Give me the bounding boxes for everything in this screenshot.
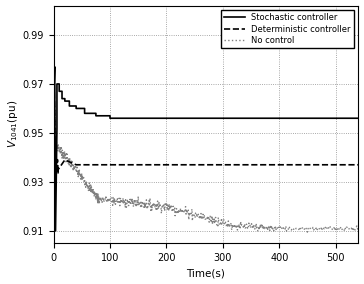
- Stochastic controller: [356, 116, 361, 120]
- Deterministic controller: [56, 172, 60, 176]
- Stochastic controller: [153, 116, 157, 120]
- Stochastic controller: [82, 112, 87, 115]
- Stochastic controller: [94, 114, 98, 118]
- Stochastic controller: [52, 65, 57, 68]
- Deterministic controller: [51, 82, 56, 86]
- Stochastic controller: [60, 89, 64, 93]
- Deterministic controller: [62, 160, 66, 163]
- Y-axis label: $V_{1041}$(pu): $V_{1041}$(pu): [5, 100, 20, 149]
- No control: [356, 228, 361, 232]
- No control: [88, 184, 92, 187]
- No control: [305, 230, 309, 234]
- No control: [319, 225, 323, 229]
- Stochastic controller: [108, 116, 112, 120]
- Stochastic controller: [52, 65, 57, 68]
- X-axis label: Time(s): Time(s): [187, 268, 225, 278]
- Stochastic controller: [130, 116, 135, 120]
- Stochastic controller: [63, 99, 67, 103]
- Stochastic controller: [67, 99, 72, 103]
- Stochastic controller: [130, 116, 135, 120]
- Stochastic controller: [153, 116, 157, 120]
- Stochastic controller: [108, 114, 112, 118]
- Stochastic controller: [74, 107, 78, 110]
- Stochastic controller: [52, 82, 56, 86]
- Stochastic controller: [153, 116, 157, 120]
- Stochastic controller: [82, 112, 87, 115]
- No control: [92, 190, 96, 193]
- Stochastic controller: [51, 82, 56, 86]
- Stochastic controller: [60, 97, 64, 100]
- Stochastic controller: [60, 89, 64, 93]
- Stochastic controller: [130, 116, 135, 120]
- Stochastic controller: [57, 82, 62, 86]
- Stochastic controller: [82, 107, 87, 110]
- Stochastic controller: [63, 99, 67, 103]
- Stochastic controller: [94, 114, 98, 118]
- Stochastic controller: [94, 112, 98, 115]
- Stochastic controller: [63, 97, 67, 100]
- Legend: Stochastic controller, Deterministic controller, No control: Stochastic controller, Deterministic con…: [221, 10, 354, 48]
- Line: No control: No control: [54, 84, 359, 232]
- Stochastic controller: [52, 82, 56, 86]
- Line: Deterministic controller: Deterministic controller: [54, 84, 359, 174]
- Deterministic controller: [356, 163, 361, 166]
- Deterministic controller: [262, 163, 266, 166]
- Deterministic controller: [335, 163, 340, 166]
- Stochastic controller: [60, 97, 64, 100]
- Stochastic controller: [108, 114, 112, 118]
- Stochastic controller: [74, 107, 78, 110]
- Stochastic controller: [153, 116, 157, 120]
- Deterministic controller: [96, 163, 100, 166]
- Stochastic controller: [63, 97, 67, 100]
- Stochastic controller: [67, 104, 72, 108]
- Stochastic controller: [67, 99, 72, 103]
- No control: [130, 202, 135, 206]
- No control: [51, 82, 56, 86]
- Line: Stochastic controller: Stochastic controller: [54, 67, 359, 231]
- Stochastic controller: [94, 112, 98, 115]
- Stochastic controller: [108, 116, 112, 120]
- Deterministic controller: [325, 163, 329, 166]
- Stochastic controller: [55, 82, 59, 86]
- No control: [313, 228, 317, 231]
- Stochastic controller: [82, 107, 87, 110]
- Deterministic controller: [72, 162, 77, 166]
- Stochastic controller: [74, 104, 78, 108]
- Stochastic controller: [55, 126, 59, 130]
- Stochastic controller: [74, 104, 78, 108]
- Stochastic controller: [67, 104, 72, 108]
- Stochastic controller: [54, 229, 58, 233]
- Stochastic controller: [57, 82, 62, 86]
- Stochastic controller: [57, 89, 62, 93]
- Stochastic controller: [130, 116, 135, 120]
- Stochastic controller: [57, 89, 62, 93]
- No control: [306, 227, 310, 230]
- Stochastic controller: [54, 229, 58, 233]
